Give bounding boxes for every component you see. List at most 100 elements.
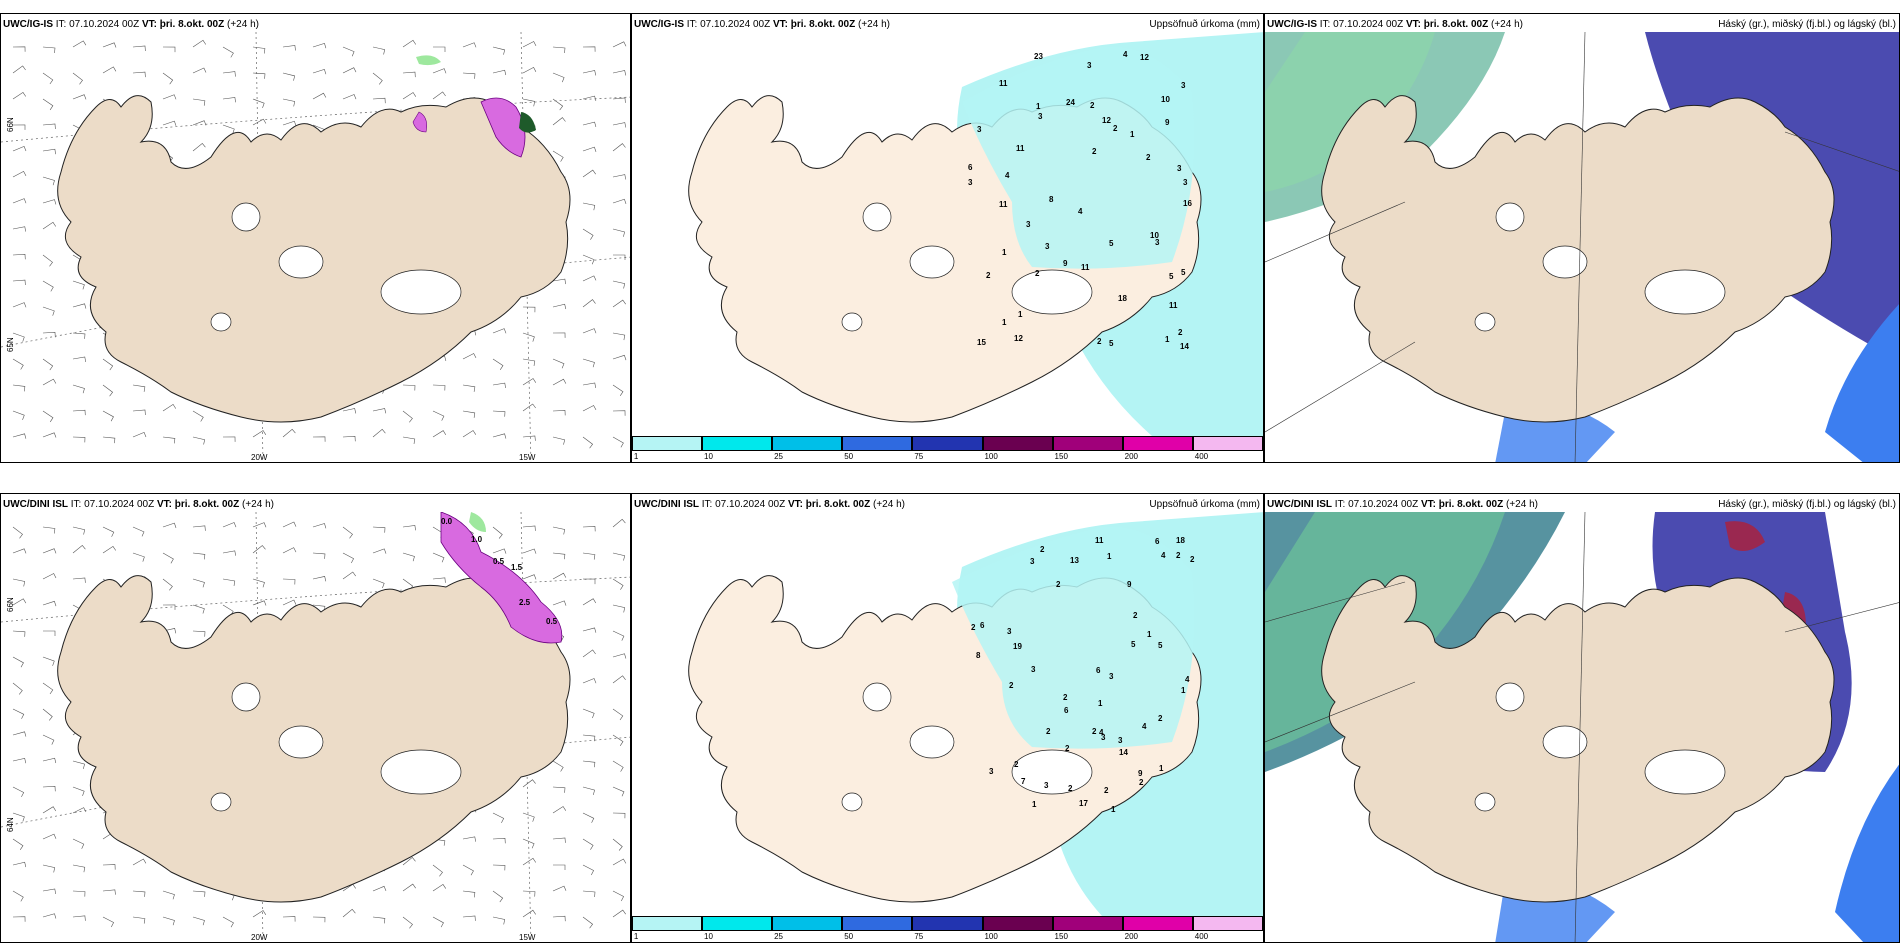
glacier — [1474, 792, 1496, 812]
wind-barb — [222, 578, 236, 586]
wind-barb — [72, 40, 87, 48]
precip-value: 4 — [1123, 50, 1128, 59]
wind-barb — [612, 909, 626, 918]
wind-barb — [312, 69, 327, 75]
lon-label-20w: 20W — [251, 453, 268, 462]
wind-barb — [372, 885, 387, 892]
wind-barb — [42, 199, 57, 205]
precip-value: 14 — [1119, 748, 1128, 757]
colorbar-swatch — [1192, 916, 1263, 931]
wind-barb — [582, 708, 595, 719]
wind-barb — [372, 408, 387, 414]
wind-barb — [72, 409, 86, 416]
precip-value: 6 — [1064, 706, 1069, 715]
wind-barb — [582, 627, 597, 633]
wind-barb — [72, 838, 85, 849]
panel-header: UWC/DINI ISL IT: 07.10.2024 00Z VT: þri.… — [3, 499, 274, 510]
cloud-map — [1265, 32, 1899, 462]
precip-map: 3323853451011322243623242211212151823121… — [688, 32, 1263, 436]
wind-barb — [342, 94, 357, 100]
colorbar-tick: 10 — [704, 932, 713, 941]
wind-barb — [582, 890, 596, 898]
wind-barb — [342, 908, 356, 918]
wind-barb — [132, 526, 145, 537]
wind-barb — [552, 378, 567, 386]
wind-barb — [12, 786, 25, 798]
colorbar-swatch — [912, 436, 983, 451]
precip-value: 9 — [1165, 118, 1170, 127]
wind-barb — [72, 94, 87, 100]
precip-value: 12 — [1014, 334, 1023, 343]
wind-barb — [402, 916, 413, 929]
wind-barb — [552, 150, 564, 162]
precip-value: 19 — [1013, 642, 1022, 651]
wind-barb — [42, 410, 54, 423]
wind-barb — [12, 226, 26, 232]
wind-barb — [612, 786, 625, 797]
precip-over-land — [952, 526, 1195, 749]
wind-barb — [522, 66, 537, 74]
wind-barb — [12, 861, 27, 868]
wind-barb — [492, 864, 506, 871]
glacier — [1542, 245, 1588, 279]
colorbar-swatch — [982, 436, 1053, 451]
wind-map: 66N 65N 20W 15W — [1, 32, 630, 462]
wind-barb — [612, 198, 627, 204]
precip-value: 4 — [1078, 207, 1083, 216]
wind-barb — [42, 682, 54, 695]
precip-value: 1 — [1111, 805, 1116, 814]
wind-barb — [192, 410, 204, 422]
glacier — [841, 312, 863, 332]
precip-value: 2 — [1158, 714, 1163, 723]
wind-barb — [72, 890, 86, 897]
precip-value: 2 — [1139, 778, 1144, 787]
wind-barb — [492, 69, 507, 76]
colorbar-swatch — [1122, 436, 1193, 451]
wind-barb — [252, 118, 267, 126]
wind-barb — [192, 120, 207, 126]
precip-value: 2 — [1035, 269, 1040, 278]
panel-cloud-igis: UWC/IG-IS IT: 07.10.2024 00Z VT: þri. 8.… — [1264, 13, 1900, 463]
cloud-low-sw — [1835, 764, 1899, 942]
wind-barb — [162, 578, 173, 591]
lat-label-65n: 65N — [6, 337, 15, 352]
wind-barb — [72, 526, 86, 535]
wind-barb — [582, 382, 596, 388]
wind-barb — [552, 806, 567, 814]
precip-value: 3 — [1183, 178, 1188, 187]
wind-barb — [522, 306, 536, 313]
wind-barb — [612, 332, 626, 341]
wind-barb — [492, 837, 506, 844]
colorbar-swatch — [912, 916, 983, 931]
wind-barb — [612, 890, 625, 902]
wind-barb — [522, 525, 536, 531]
wind-barb — [42, 331, 56, 338]
wind-barb — [132, 45, 146, 52]
panel-header: UWC/DINI ISL IT: 07.10.2024 00Z VT: þri.… — [1267, 499, 1538, 510]
colorbar-tick: 100 — [984, 932, 998, 941]
wind-barb — [42, 573, 57, 580]
wind-barb — [312, 523, 327, 529]
wind-barb — [492, 433, 507, 439]
wind-barb — [612, 299, 626, 308]
wind-barb — [552, 837, 566, 843]
wind-barb — [162, 522, 177, 528]
wind-barb — [42, 656, 55, 666]
wind-barb — [192, 604, 205, 614]
precip-value: 11 — [999, 200, 1008, 209]
snow-value: 1.5 — [511, 563, 523, 572]
colorbar-tick: 50 — [844, 452, 854, 461]
wind-barb — [162, 552, 174, 564]
colorbar-tick: 1 — [633, 932, 639, 941]
precip-value: 2 — [971, 623, 976, 632]
wind-barb — [552, 786, 566, 793]
glacier — [210, 792, 232, 812]
wind-barb — [582, 786, 595, 795]
wind-barb — [432, 430, 447, 438]
wind-barb — [432, 384, 446, 391]
wind-barb — [72, 332, 86, 339]
colorbar-tick: 150 — [1054, 452, 1068, 461]
precip-value: 12 — [1140, 53, 1149, 62]
wind-barb — [312, 436, 326, 442]
wind-barb — [552, 915, 566, 922]
